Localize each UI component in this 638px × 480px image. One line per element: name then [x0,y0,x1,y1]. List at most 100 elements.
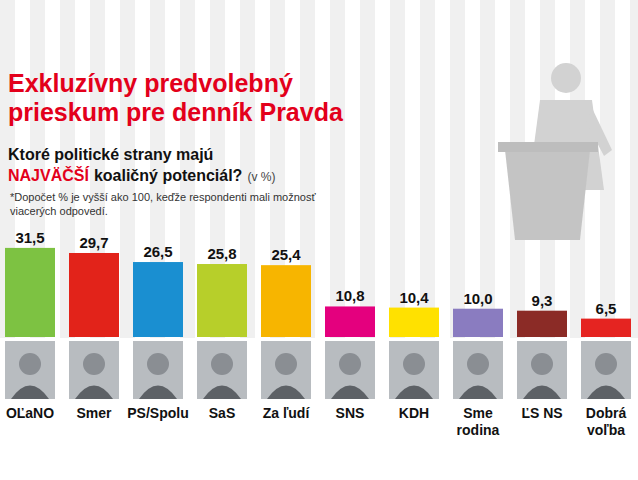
text-line: rodina [457,422,500,438]
text-line: viacerých odpovedí. [10,205,108,217]
photo [389,341,439,399]
data-label: 9,3 [532,292,553,309]
data-label: 6,5 [596,300,617,317]
photo-head [531,353,553,375]
photo-shoulders [459,386,497,400]
bar [5,248,55,337]
photo-frame [517,341,567,399]
photo-head [403,353,425,375]
data-label: 29,7 [79,234,108,251]
text-line: Sme [463,405,493,421]
photo-frame [69,341,119,399]
bar [389,308,439,337]
podium [505,150,590,240]
text-line: prieskum pre denník Pravda [8,98,344,126]
bar [581,319,631,337]
photo-frame [133,341,183,399]
text-line: ĽS NS [521,405,562,421]
labels: 31,5 OĽaNO 29,7 Smer 26,5 PS/Spolu 25,8 SaS 25,4… [6,229,627,438]
subtitle-line: NAJVÄČŠÍ koaličný potenciál? (v %) [8,166,275,184]
photo-head [275,353,297,375]
photo-shoulders [75,386,113,400]
note: *Dopočet % je vyšší ako 100, keďže respo… [10,191,316,217]
text-line: KDH [399,405,429,421]
photo [133,341,183,399]
bars [5,248,631,337]
photo [5,341,55,399]
photo-frame [197,341,247,399]
stripe [420,0,435,338]
photo-frame [5,341,55,399]
unit-label: (v %) [247,170,275,184]
silhouette [498,63,612,240]
data-label: 25,8 [207,245,236,262]
photo [453,341,503,399]
category-label: Dobrávoľba [586,405,627,438]
stripe [450,0,465,338]
bar [197,264,247,337]
photo-shoulders [395,386,433,400]
photo-head [339,353,361,375]
data-label: 26,5 [143,243,172,260]
text-line: voľba [587,422,625,438]
photo-head [147,353,169,375]
photo-head [19,353,41,375]
photo-frame [389,341,439,399]
text-line: Exkluzívny predvolebný [8,69,293,97]
stripe [390,0,405,338]
silhouette-head [551,63,581,93]
photo-shoulders [11,386,49,400]
photo-frame [325,341,375,399]
photo-head [211,353,233,375]
title: Exkluzívny predvolebnýprieskum pre denní… [8,69,344,126]
photo [517,341,567,399]
photo [325,341,375,399]
category-label: ĽS NS [521,405,562,421]
text-line: Dobrá [586,405,627,421]
photo-head [467,353,489,375]
photo-head [83,353,105,375]
data-label: 25,4 [271,246,301,263]
text-line: Smer [76,405,112,421]
photo-shoulders [523,386,561,400]
photo [581,341,631,399]
bar [261,265,311,337]
category-label: SaS [209,405,235,421]
photo-head [595,353,617,375]
category-label: Za ľudí [263,405,311,421]
data-label: 10,4 [399,289,429,306]
text-line: PS/Spolu [127,405,188,421]
photo [69,341,119,399]
data-label: 31,5 [15,229,44,246]
subtitle-part: koaličný potenciál? [94,167,242,184]
subtitle-highlight: NAJVÄČŠÍ [8,166,89,184]
category-label: OĽaNO [6,405,54,421]
photo-frame [261,341,311,399]
photos [5,341,631,399]
photo-shoulders [267,386,305,400]
podium-top [498,142,598,152]
photo-shoulders [331,386,369,400]
chart: Exkluzívny predvolebnýprieskum pre denní… [0,0,638,480]
stripe [480,0,495,338]
photo-frame [581,341,631,399]
stripe [600,0,615,338]
text-line: SNS [336,405,365,421]
subtitle: Ktoré politické strany majú [8,146,213,163]
text-line: Za ľudí [263,405,311,421]
photo-shoulders [139,386,177,400]
photo-frame [453,341,503,399]
text-line: OĽaNO [6,405,54,421]
category-label: Smer [76,405,112,421]
stripe [630,0,638,338]
category-label: Smerodina [457,405,500,438]
text-line: *Dopočet % je vyšší ako 100, keďže respo… [10,191,316,203]
photo [197,341,247,399]
bar [453,309,503,337]
data-label: 10,8 [335,287,364,304]
category-label: SNS [336,405,365,421]
bar [325,306,375,337]
category-label: KDH [399,405,429,421]
text-line: SaS [209,405,235,421]
bar [517,311,567,337]
